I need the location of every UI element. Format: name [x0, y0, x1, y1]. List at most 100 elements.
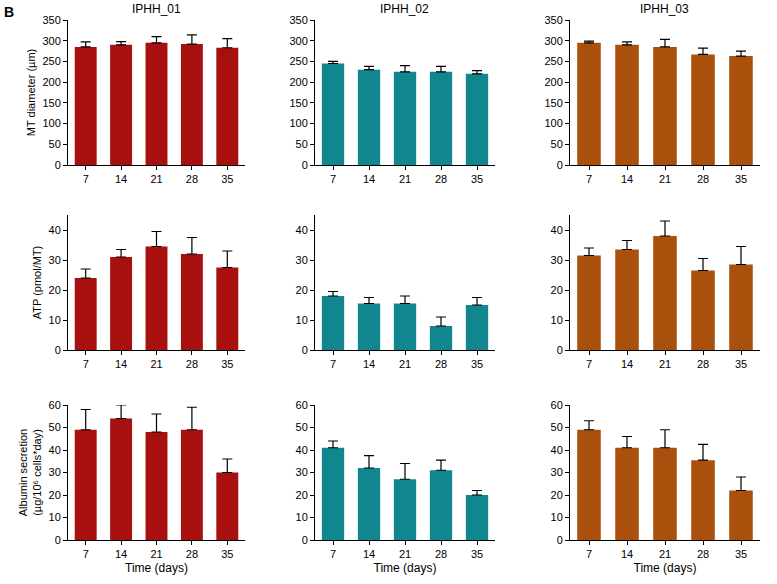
svg-text:21: 21: [150, 173, 162, 185]
svg-text:50: 50: [551, 138, 563, 150]
svg-text:35: 35: [471, 358, 483, 370]
svg-text:30: 30: [49, 254, 61, 266]
svg-text:14: 14: [115, 358, 127, 370]
svg-text:MT diameter (µm): MT diameter (µm): [25, 49, 37, 136]
svg-text:35: 35: [735, 173, 747, 185]
svg-text:100: 100: [544, 117, 562, 129]
svg-text:0: 0: [55, 344, 61, 356]
svg-text:200: 200: [289, 76, 307, 88]
svg-text:200: 200: [42, 76, 60, 88]
svg-text:Time (days): Time (days): [634, 561, 697, 575]
svg-text:0: 0: [302, 159, 308, 171]
svg-text:350: 350: [544, 14, 562, 26]
svg-text:150: 150: [42, 97, 60, 109]
svg-text:35: 35: [221, 358, 233, 370]
svg-text:35: 35: [735, 548, 747, 560]
svg-text:14: 14: [621, 548, 633, 560]
svg-text:0: 0: [302, 344, 308, 356]
svg-text:0: 0: [557, 159, 563, 171]
svg-text:7: 7: [83, 173, 89, 185]
svg-text:21: 21: [659, 358, 671, 370]
svg-text:35: 35: [471, 173, 483, 185]
svg-text:28: 28: [697, 358, 709, 370]
svg-text:7: 7: [586, 358, 592, 370]
svg-text:20: 20: [551, 489, 563, 501]
svg-text:7: 7: [586, 548, 592, 560]
svg-text:7: 7: [330, 358, 336, 370]
svg-text:7: 7: [83, 548, 89, 560]
svg-text:30: 30: [296, 254, 308, 266]
svg-text:150: 150: [544, 97, 562, 109]
svg-text:28: 28: [186, 548, 198, 560]
svg-text:35: 35: [221, 173, 233, 185]
svg-text:40: 40: [296, 224, 308, 236]
svg-text:10: 10: [551, 511, 563, 523]
svg-text:Albumin secretion(µg/10⁶ cells: Albumin secretion(µg/10⁶ cells*day): [17, 429, 43, 516]
svg-text:21: 21: [150, 358, 162, 370]
svg-text:21: 21: [150, 548, 162, 560]
svg-text:7: 7: [83, 358, 89, 370]
svg-text:35: 35: [221, 548, 233, 560]
svg-text:20: 20: [49, 489, 61, 501]
svg-text:0: 0: [557, 534, 563, 546]
svg-text:IPHH_02: IPHH_02: [380, 2, 429, 16]
svg-text:40: 40: [551, 444, 563, 456]
svg-text:30: 30: [49, 466, 61, 478]
svg-text:50: 50: [49, 138, 61, 150]
svg-text:10: 10: [551, 314, 563, 326]
svg-text:30: 30: [551, 254, 563, 266]
svg-text:100: 100: [289, 117, 307, 129]
svg-text:50: 50: [49, 421, 61, 433]
svg-text:21: 21: [399, 358, 411, 370]
svg-text:IPHH_03: IPHH_03: [640, 2, 689, 16]
svg-text:21: 21: [659, 173, 671, 185]
svg-text:20: 20: [296, 489, 308, 501]
svg-text:10: 10: [296, 511, 308, 523]
svg-text:Time (days): Time (days): [374, 561, 437, 575]
svg-text:14: 14: [621, 173, 633, 185]
svg-text:300: 300: [289, 35, 307, 47]
svg-text:7: 7: [586, 173, 592, 185]
svg-text:28: 28: [435, 548, 447, 560]
svg-text:28: 28: [435, 173, 447, 185]
svg-text:200: 200: [544, 76, 562, 88]
svg-text:0: 0: [55, 534, 61, 546]
svg-text:350: 350: [289, 14, 307, 26]
svg-text:300: 300: [544, 35, 562, 47]
svg-text:20: 20: [551, 284, 563, 296]
svg-text:30: 30: [296, 466, 308, 478]
svg-text:150: 150: [289, 97, 307, 109]
svg-text:0: 0: [557, 344, 563, 356]
svg-text:40: 40: [49, 444, 61, 456]
svg-text:250: 250: [289, 55, 307, 67]
svg-text:IPHH_01: IPHH_01: [132, 2, 181, 16]
svg-text:14: 14: [115, 548, 127, 560]
svg-text:28: 28: [697, 173, 709, 185]
svg-text:250: 250: [42, 55, 60, 67]
svg-text:60: 60: [49, 399, 61, 411]
svg-text:14: 14: [621, 358, 633, 370]
svg-text:0: 0: [302, 534, 308, 546]
svg-text:21: 21: [399, 173, 411, 185]
svg-text:Time (days): Time (days): [125, 561, 188, 575]
svg-text:50: 50: [296, 138, 308, 150]
svg-text:35: 35: [471, 548, 483, 560]
svg-text:10: 10: [296, 314, 308, 326]
svg-text:28: 28: [186, 173, 198, 185]
svg-text:40: 40: [49, 224, 61, 236]
svg-text:20: 20: [296, 284, 308, 296]
svg-text:21: 21: [659, 548, 671, 560]
svg-text:7: 7: [330, 548, 336, 560]
svg-text:300: 300: [42, 35, 60, 47]
svg-text:100: 100: [42, 117, 60, 129]
svg-text:60: 60: [296, 399, 308, 411]
svg-text:50: 50: [296, 421, 308, 433]
svg-text:30: 30: [551, 466, 563, 478]
svg-text:ATP (pmol/MT): ATP (pmol/MT): [31, 246, 43, 320]
svg-text:60: 60: [551, 399, 563, 411]
svg-text:28: 28: [697, 548, 709, 560]
svg-text:40: 40: [551, 224, 563, 236]
svg-text:B: B: [4, 4, 14, 20]
svg-text:14: 14: [115, 173, 127, 185]
svg-text:14: 14: [363, 358, 375, 370]
